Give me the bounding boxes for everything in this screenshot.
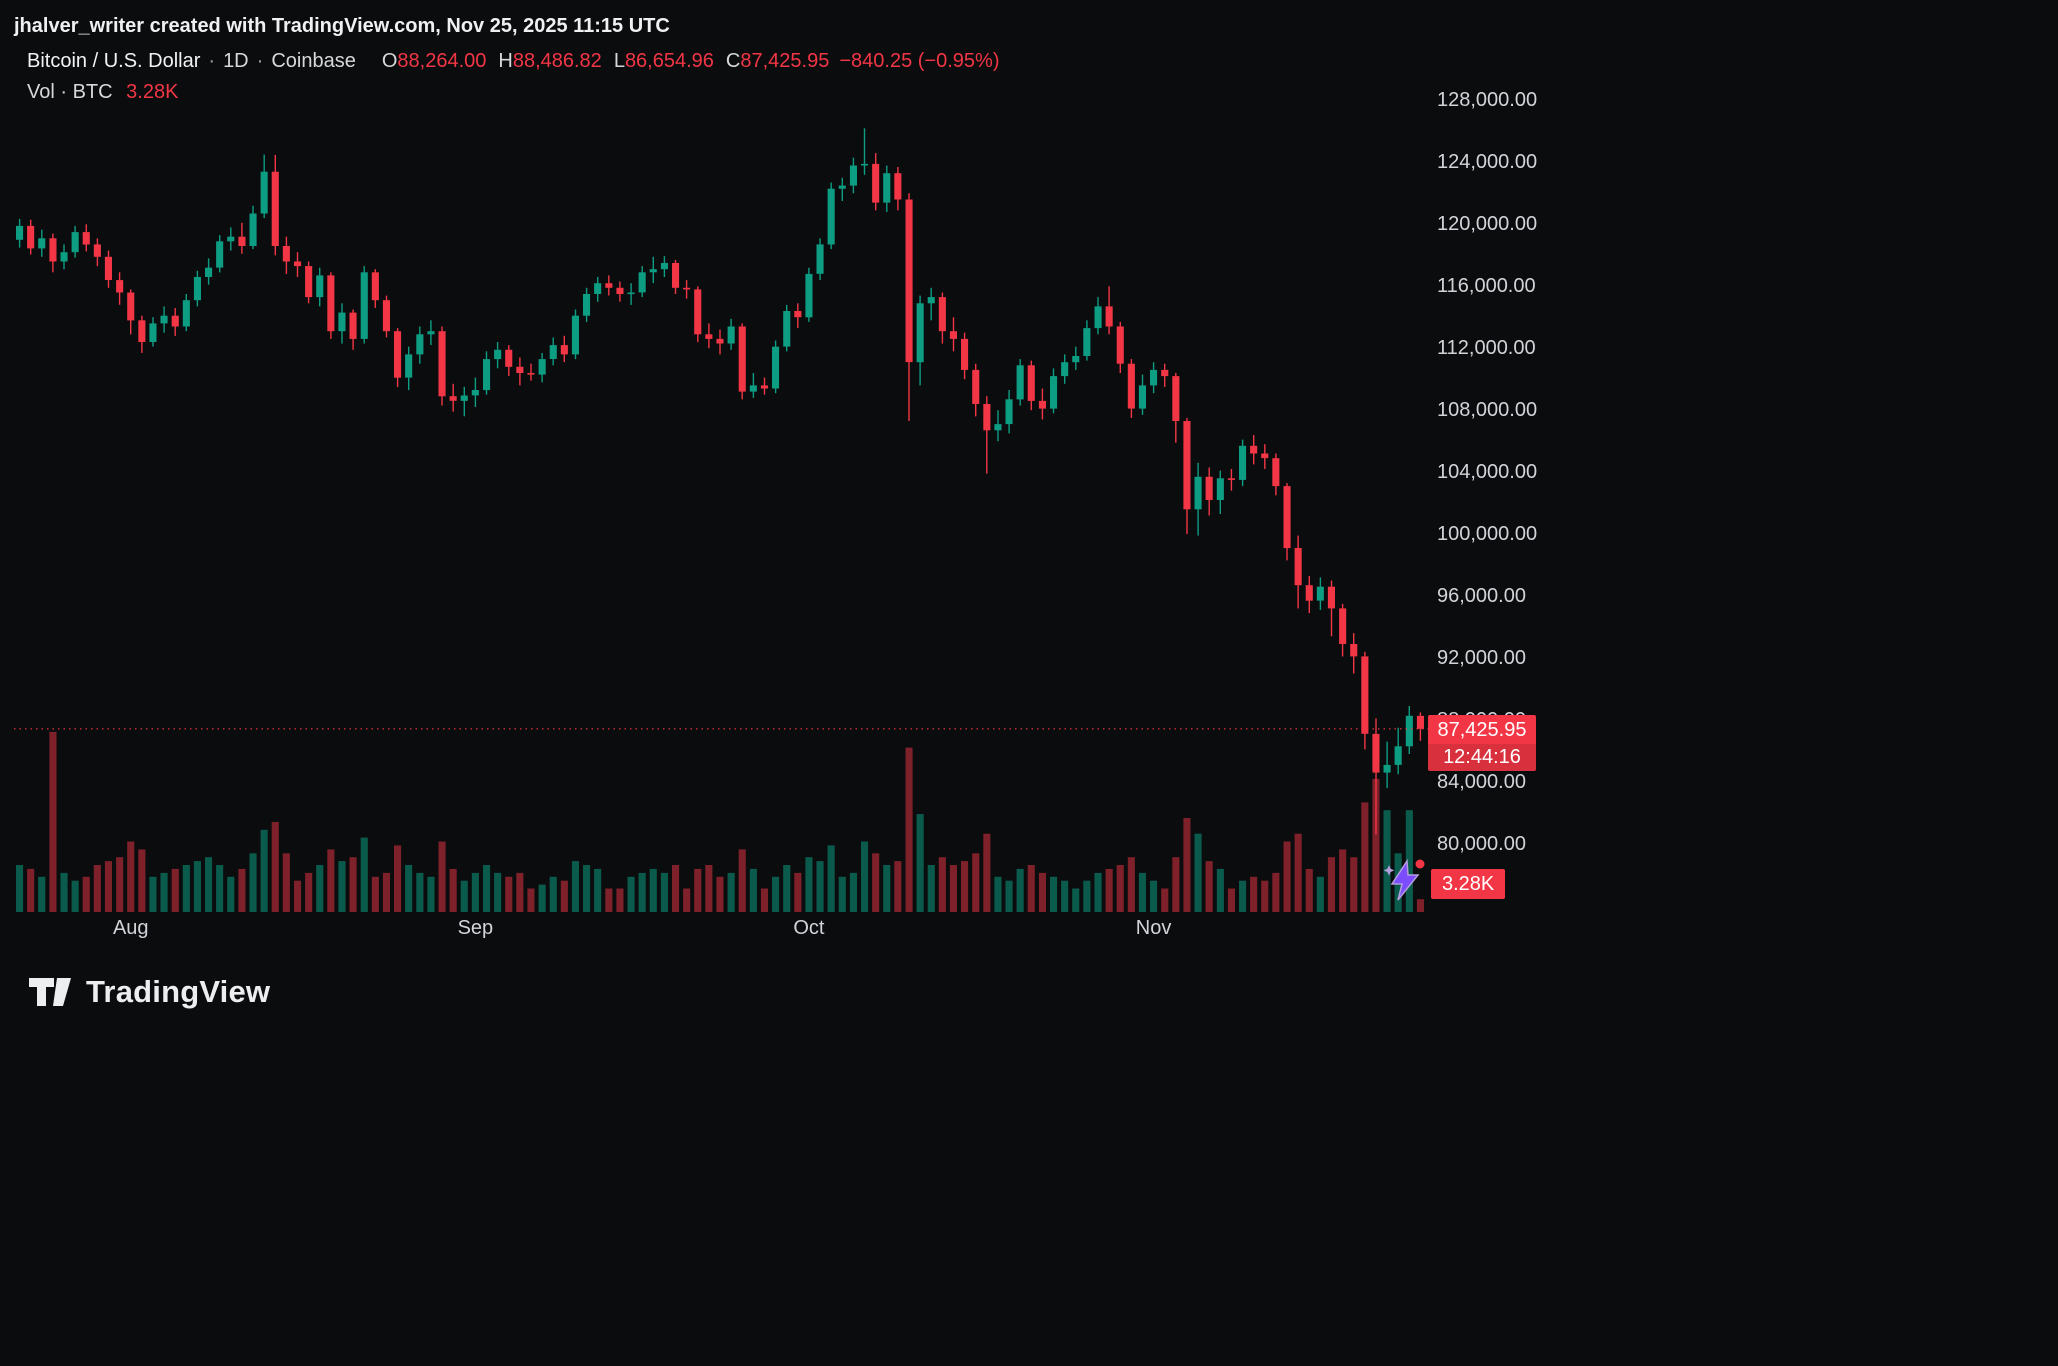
tradingview-logo-icon bbox=[29, 978, 71, 1006]
low-value: 86,654.96 bbox=[624, 50, 714, 72]
price-tick: 124,000.00 bbox=[1437, 151, 1538, 174]
price-tick: 112,000.00 bbox=[1437, 337, 1536, 360]
open-value: 88,264.00 bbox=[397, 50, 487, 72]
price-tick: 92,000.00 bbox=[1437, 646, 1526, 669]
high-label: H bbox=[498, 50, 513, 72]
price-tick: 84,000.00 bbox=[1437, 770, 1526, 793]
price-tick: 120,000.00 bbox=[1437, 213, 1538, 236]
boost-icon[interactable] bbox=[1378, 854, 1430, 906]
price-tick: 128,000.00 bbox=[1437, 89, 1538, 112]
notification-dot bbox=[1415, 859, 1425, 869]
legend: Bitcoin / U.S. Dollar · 1D · Coinbase O88,264… bbox=[27, 50, 999, 104]
snapshot-attribution: jhalver_writer created with TradingView.… bbox=[14, 15, 670, 37]
ohlc-values: O88,264.00 H88,486.82 L86,654.96 C87,425.95 bbox=[370, 50, 830, 72]
price-scale[interactable]: 128,000.00 124,000.00 120,000.00 116,000.00… bbox=[1437, 0, 1555, 952]
time-axis-label: Oct bbox=[793, 917, 825, 939]
price-tick: 116,000.00 bbox=[1437, 275, 1536, 298]
price-tick: 100,000.00 bbox=[1437, 523, 1538, 546]
symbol-title[interactable]: Bitcoin / U.S. Dollar bbox=[27, 50, 201, 72]
close-label: C bbox=[725, 50, 741, 72]
volume-study-label[interactable]: Vol · BTC bbox=[27, 81, 113, 103]
open-label: O bbox=[381, 50, 398, 72]
price-tick: 108,000.00 bbox=[1437, 399, 1538, 422]
price-tick: 96,000.00 bbox=[1437, 585, 1526, 608]
exchange-name: Coinbase bbox=[271, 50, 356, 72]
time-scale[interactable]: Aug Sep Oct Nov bbox=[0, 912, 1436, 952]
separator: · bbox=[256, 50, 264, 72]
lightning-bolt-icon bbox=[1390, 858, 1420, 901]
change-value: −840.25 (−0.95%) bbox=[839, 50, 1000, 72]
time-axis-label: Sep bbox=[457, 917, 494, 939]
high-value: 88,486.82 bbox=[512, 50, 602, 72]
price-tick: 104,000.00 bbox=[1437, 461, 1538, 484]
sparkle-icon bbox=[1383, 865, 1395, 876]
volume-badge: 3.28K bbox=[1431, 869, 1506, 899]
price-tick: 80,000.00 bbox=[1437, 832, 1526, 855]
interval-value[interactable]: 1D bbox=[223, 50, 249, 72]
close-value: 87,425.95 bbox=[740, 50, 830, 72]
low-label: L bbox=[613, 50, 625, 72]
last-price-badge: 87,425.95 12:44:16 bbox=[1428, 714, 1536, 771]
bar-countdown: 12:44:16 bbox=[1428, 743, 1536, 771]
time-axis-label: Nov bbox=[1135, 917, 1172, 939]
candles bbox=[16, 128, 1424, 835]
last-price-value: 87,425.95 bbox=[1437, 718, 1527, 741]
volume-study-value: 3.28K bbox=[126, 81, 179, 103]
tradingview-branding[interactable]: TradingView bbox=[27, 972, 270, 1012]
symbol-row: Bitcoin / U.S. Dollar · 1D · Coinbase O88,264… bbox=[27, 50, 999, 73]
time-axis-label: Aug bbox=[112, 917, 149, 939]
volume-bars bbox=[16, 731, 1424, 912]
tradingview-wordmark: TradingView bbox=[86, 974, 271, 1009]
volume-row: Vol · BTC 3.28K bbox=[27, 81, 999, 104]
separator: · bbox=[208, 50, 216, 72]
